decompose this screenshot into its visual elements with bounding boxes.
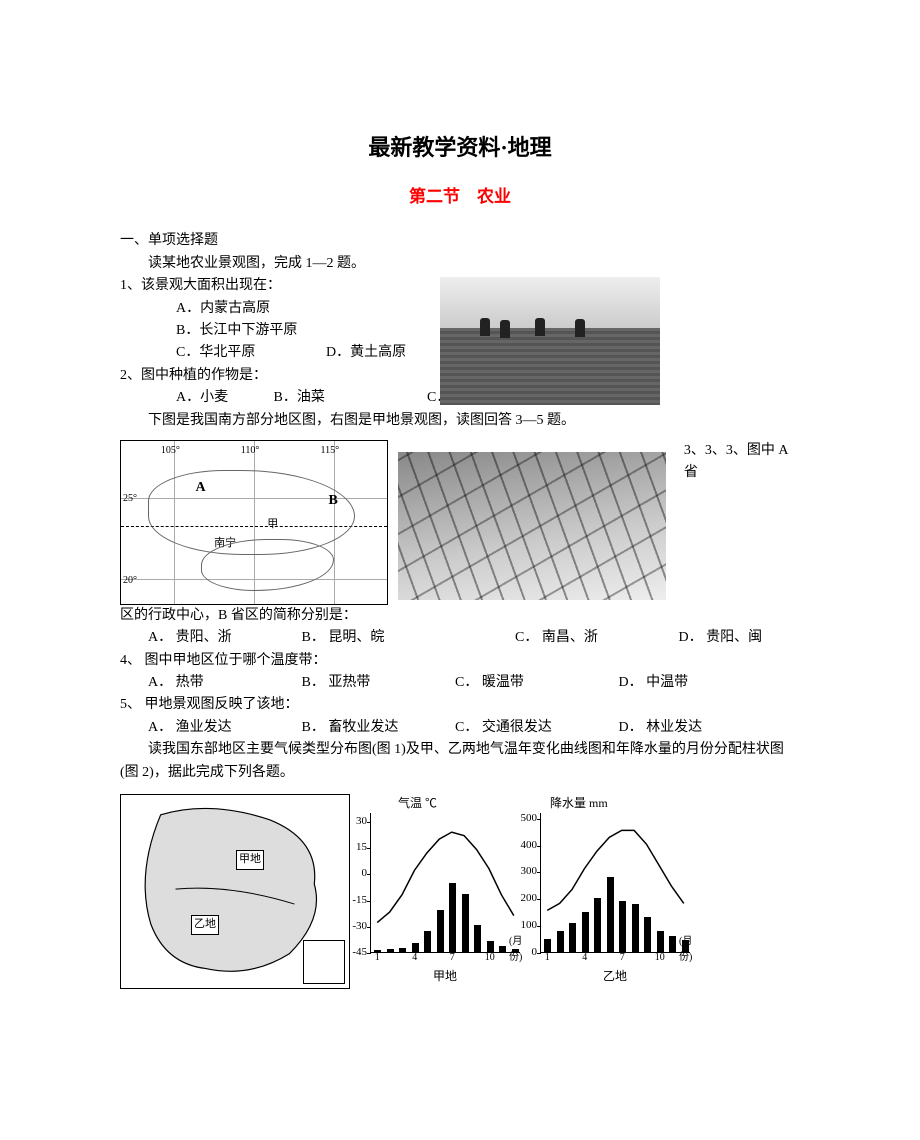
q5-options: A． 渔业发达 B． 畜牧业发达 C． 交通很发达 D． 林业发达 [120,717,800,739]
map-label-jia: 甲地 [236,850,264,870]
farming-photo [440,277,660,405]
q3-options: A． 贵阳、浙 B． 昆明、皖 C． 南昌、浙 D． 贵阳、闽 [120,627,800,649]
lon-105: 105° [161,443,180,459]
q2-opt-a: A．小麦 [120,387,270,409]
q3-d: D． 贵阳、闽 [679,627,763,649]
q1-q2-block: 1、该景观大面积出现在： A．内蒙古高原 B．长江中下游平原 C．华北平原D．黄… [120,275,800,387]
lon-115: 115° [320,443,339,459]
precip-ylabel: 降水量 mm [550,794,690,813]
q1-opt-a: A．内蒙古高原 [120,298,430,320]
lon-110: 110° [241,443,260,459]
q5-c: C． 交通很发达 [455,717,615,739]
q3-c: C． 南昌、浙 [515,627,675,649]
q4-a: A． 热带 [148,672,298,694]
intro-text: 读某地农业景观图，完成 1—2 题。 [120,253,800,275]
q5-b: B． 畜牧业发达 [302,717,452,739]
q2-opt-b: B．油菜 [274,387,424,409]
q1-opt-d: D．黄土高原 [326,342,406,364]
q2-stem: 2、图中种植的作物是： [120,365,430,387]
q5-stem: 5、 甲地景观图反映了该地： [120,694,800,716]
section-header: 一、单项选择题 [120,230,800,252]
temp-ylabel: 气温 ℃ [398,794,520,813]
charts-row: 甲地 乙地 气温 ℃ 30150-15-30-4514710(月份) 甲地 降水… [120,794,800,989]
q3-stem-cont: 区的行政中心，B 省区的简称分别是： [120,605,800,627]
q4-stem: 4、 图中甲地区位于哪个温度带： [120,650,800,672]
q1-opt-b: B．长江中下游平原 [120,320,430,342]
q3-tail: 3、3、3、图中 A 省 [684,440,800,485]
intro-3: 读我国东部地区主要气候类型分布图(图 1)及甲、乙两地气温年变化曲线图和年降水量… [120,739,800,784]
map-label-yi: 乙地 [191,915,219,935]
inset-map [303,940,345,984]
q1-opt-c: C．华北平原 [176,342,326,364]
q1-stem: 1、该景观大面积出现在： [120,275,430,297]
q4-b: B． 亚热带 [302,672,452,694]
temp-chart-jia: 气温 ℃ 30150-15-30-4514710(月份) 甲地 [370,794,520,986]
page-title: 最新教学资料·地理 [120,130,800,165]
south-china-map: 105° 110° 115° 25° 20° A B 南宁 甲 [120,440,388,605]
precip-chart-yi: 降水量 mm 500400300200100014710(月份) 乙地 [540,794,690,986]
caption-jia: 甲地 [370,967,520,986]
jia-landscape-photo [398,452,666,600]
caption-yi: 乙地 [540,967,690,986]
q3-b: B． 昆明、皖 [302,627,512,649]
q5-d: D． 林业发达 [619,717,703,739]
china-east-map: 甲地 乙地 [120,794,350,989]
lat-20: 20° [123,573,137,589]
q3-a: A． 贵阳、浙 [148,627,298,649]
q4-options: A． 热带 B． 亚热带 C． 暖温带 D． 中温带 [120,672,800,694]
section-subtitle: 第二节 农业 [120,183,800,210]
q5-a: A． 渔业发达 [148,717,298,739]
intro-2: 下图是我国南方部分地区图，右图是甲地景观图，读图回答 3—5 题。 [120,410,800,432]
lat-25: 25° [123,491,137,507]
map-figure-row: 105° 110° 115° 25° 20° A B 南宁 甲 3、3、3、图中… [120,440,800,605]
q4-c: C． 暖温带 [455,672,615,694]
q4-d: D． 中温带 [619,672,689,694]
